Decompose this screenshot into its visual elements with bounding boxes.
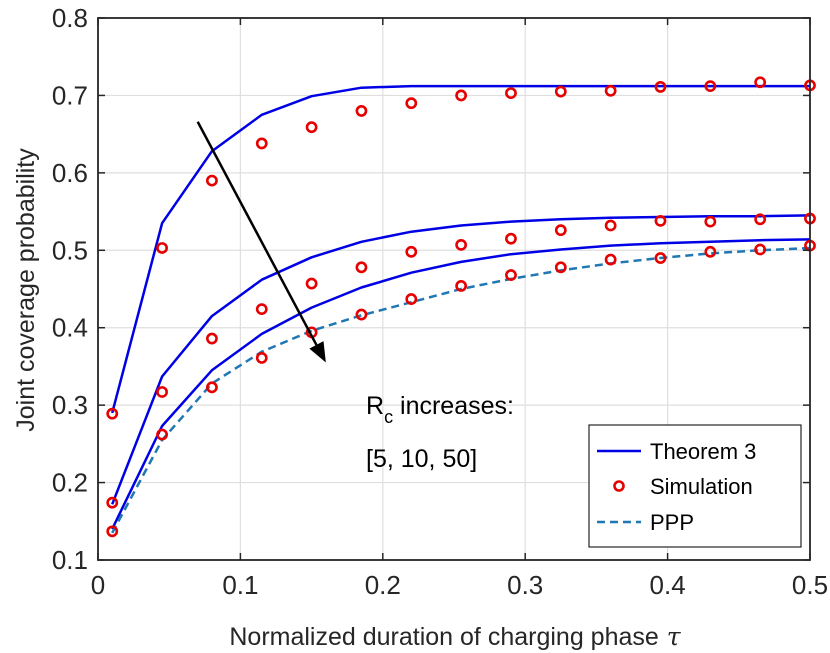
- axis-ticks: 0 0.1 0.2 0.3 0.4 0.50.10.20.30.40.50.60.70.8: [52, 3, 828, 600]
- simulation-marker: [156, 386, 168, 398]
- legend-swatch-simulation: [613, 480, 625, 492]
- theorem-3-line-rc-50: [111, 238, 811, 530]
- annotation-subscript: c: [384, 407, 393, 427]
- plot-frame: [97, 17, 811, 561]
- annotation-line-1: Rc increases:: [366, 392, 514, 427]
- y-tick-label: 0.4: [52, 313, 88, 343]
- y-tick-label: 0.6: [52, 158, 88, 188]
- simulation-marker: [405, 293, 418, 305]
- simulation-marker: [405, 97, 418, 110]
- annotation-arrow-head: [309, 341, 326, 363]
- simulation-marker: [206, 381, 218, 394]
- ppp-line: [111, 246, 811, 534]
- y-tick-label: 0.8: [52, 3, 88, 33]
- simulation-marker: [554, 85, 567, 98]
- x-axis-label-symbol: τ: [667, 622, 682, 651]
- simulation-marker: [355, 261, 368, 274]
- simulation-marker: [156, 428, 168, 441]
- x-tick-label: 0: [91, 570, 105, 600]
- x-tick-label: 0.4: [650, 570, 686, 600]
- annotation-line-2: [5, 10, 50]: [366, 445, 477, 473]
- y-tick-label: 0.3: [52, 390, 88, 420]
- legend-label-simulation: Simulation: [650, 474, 753, 499]
- simulation-marker: [206, 174, 218, 187]
- theorem-3-line-rc-10: [111, 214, 811, 505]
- simulation-marker: [255, 352, 268, 364]
- simulation-marker: [554, 261, 567, 274]
- simulation-marker: [754, 76, 767, 89]
- x-tick-label: 0.3: [507, 570, 543, 600]
- simulation-marker: [305, 277, 318, 290]
- simulation-marker: [554, 224, 567, 237]
- simulation-marker: [604, 253, 617, 266]
- simulation-marker: [654, 252, 667, 264]
- annotation-r: R: [366, 392, 384, 420]
- series-group: [106, 76, 816, 538]
- annotation-increases: increases:: [393, 392, 514, 420]
- simulation-marker: [156, 242, 168, 254]
- simulation-marker: [505, 232, 517, 245]
- x-tick-label: 0.5: [792, 570, 828, 600]
- simulation-marker: [455, 238, 468, 251]
- legend-label-ppp: PPP: [650, 510, 694, 535]
- simulation-marker: [355, 308, 368, 321]
- simulation-marker: [255, 137, 268, 150]
- legend: Theorem 3 Simulation PPP: [588, 424, 802, 548]
- simulation-marker: [505, 269, 517, 281]
- simulation-marker: [505, 87, 517, 100]
- simulation-marker: [754, 243, 767, 256]
- simulation-marker: [704, 245, 717, 258]
- simulation-marker: [754, 213, 767, 226]
- x-axis-label: Normalized duration of charging phase τ: [229, 622, 681, 651]
- annotation-arrow: [196, 121, 318, 346]
- simulation-marker: [704, 80, 717, 93]
- simulation-marker: [654, 214, 667, 227]
- y-axis-label: Joint coverage probability: [12, 148, 40, 432]
- y-tick-label: 0.2: [52, 468, 88, 498]
- simulation-marker: [305, 121, 318, 134]
- x-axis-label-text: Normalized duration of charging phase: [229, 623, 658, 651]
- annotation: Rc increases: [5, 10, 50]: [196, 121, 514, 473]
- y-tick-label: 0.5: [52, 235, 88, 265]
- simulation-marker: [255, 303, 268, 316]
- simulation-marker: [604, 219, 617, 232]
- theorem-3-line-rc-5: [110, 84, 810, 414]
- x-tick-label: 0.2: [365, 570, 401, 600]
- y-tick-label: 0.7: [52, 80, 88, 110]
- x-tick-label: 0.1: [222, 570, 258, 600]
- simulation-marker: [455, 89, 468, 102]
- simulation-marker: [654, 81, 667, 93]
- simulation-marker: [604, 84, 617, 97]
- simulation-marker: [704, 215, 717, 228]
- simulation-marker: [106, 407, 119, 420]
- legend-label-theorem3: Theorem 3: [650, 439, 756, 464]
- y-tick-label: 0.1: [52, 545, 88, 575]
- simulation-marker: [106, 496, 119, 509]
- simulation-marker: [455, 280, 468, 292]
- simulation-marker: [206, 332, 218, 345]
- simulation-marker: [355, 105, 368, 117]
- simulation-marker: [405, 245, 418, 258]
- simulation-marker: [106, 525, 119, 538]
